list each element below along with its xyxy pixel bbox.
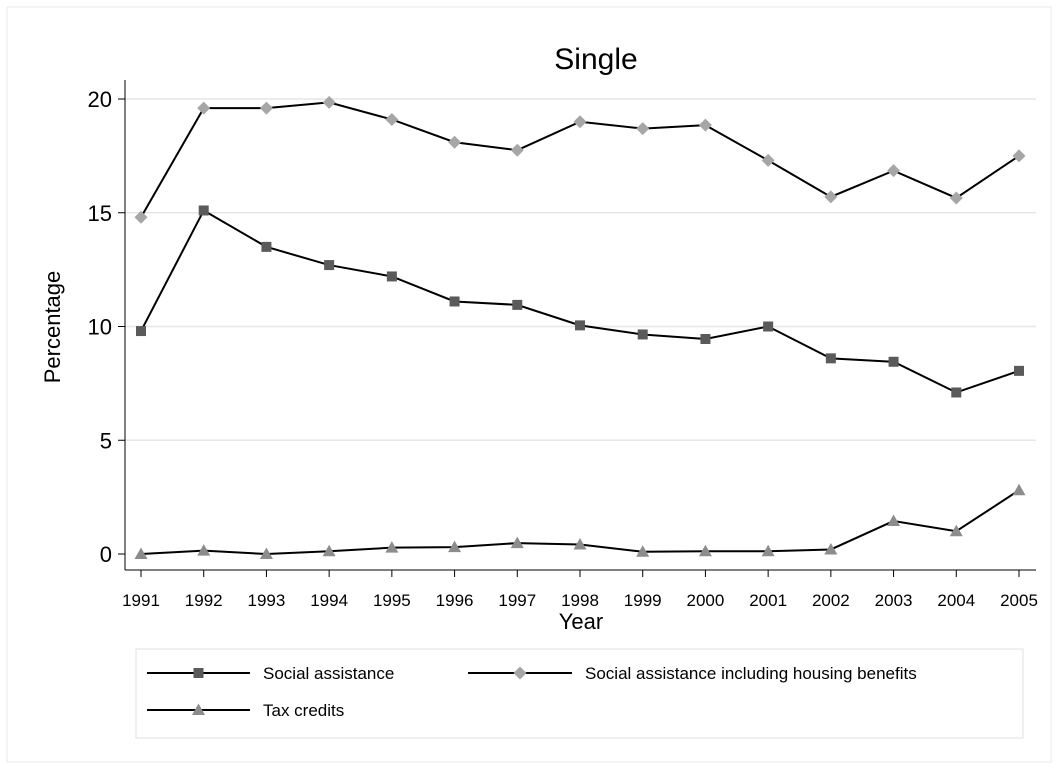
- y-tick-label: 15: [88, 201, 112, 226]
- axes: 0 5 10 15 20 1991 1992 1993 1994 1995 1996 1997 1998…: [88, 80, 1038, 610]
- data-point-square: [449, 296, 460, 307]
- data-point-triangle: [636, 545, 650, 557]
- data-point-square: [1014, 365, 1024, 376]
- data-point-triangle: [448, 540, 462, 553]
- legend-marker-diamond: [513, 666, 527, 680]
- data-point-diamond: [824, 190, 838, 204]
- data-point-square: [512, 299, 523, 310]
- data-point-diamond: [573, 115, 587, 129]
- x-tick-label: 2001: [749, 591, 787, 610]
- legend-marker-triangle: [192, 703, 205, 715]
- data-point-square: [888, 356, 899, 367]
- legend-marker-square: [193, 668, 204, 678]
- data-point-diamond: [448, 135, 462, 149]
- x-tick-label: 1994: [310, 591, 348, 610]
- data-point-triangle: [573, 537, 587, 550]
- series-markers: [134, 95, 1026, 559]
- data-point-square: [261, 241, 272, 252]
- data-point-triangle: [887, 514, 901, 527]
- data-point-diamond: [636, 122, 650, 136]
- data-point-triangle: [510, 536, 524, 549]
- legend-label: Social assistance including housing bene…: [585, 664, 917, 683]
- data-point-diamond: [385, 112, 399, 126]
- data-point-triangle: [322, 544, 336, 557]
- data-point-diamond: [698, 118, 712, 132]
- data-point-square: [198, 205, 209, 216]
- x-tick-label: 1991: [122, 591, 160, 610]
- data-point-triangle: [259, 547, 273, 559]
- data-point-triangle: [698, 544, 712, 557]
- data-point-triangle: [761, 544, 775, 557]
- x-tick-label: 1998: [561, 591, 599, 610]
- y-axis-title: Percentage: [40, 271, 65, 384]
- y-tick-label: 20: [88, 87, 112, 112]
- data-point-triangle: [949, 524, 963, 537]
- x-tick-label: 1999: [624, 591, 662, 610]
- data-point-square: [637, 329, 648, 340]
- legend: Social assistance Social assistance inclu…: [135, 648, 1024, 739]
- data-point-square: [951, 387, 962, 398]
- y-tick-label: 0: [100, 542, 112, 567]
- data-point-diamond: [761, 153, 775, 167]
- chart-frame: [6, 6, 1052, 763]
- data-point-square: [324, 260, 335, 271]
- x-tick-label: 2004: [937, 591, 975, 610]
- y-tick-label: 5: [100, 428, 112, 453]
- data-point-triangle: [197, 544, 211, 556]
- x-tick-label: 2000: [687, 591, 725, 610]
- x-tick-label: 1997: [498, 591, 536, 610]
- data-point-diamond: [949, 191, 963, 205]
- legend-label: Social assistance: [263, 664, 394, 683]
- chart-title: Single: [554, 43, 637, 76]
- data-point-triangle: [1012, 483, 1026, 496]
- x-tick-label: 1995: [373, 591, 411, 610]
- data-point-triangle: [134, 547, 148, 559]
- y-tick-label: 10: [88, 315, 112, 340]
- data-point-square: [825, 353, 836, 364]
- x-axis-title: Year: [559, 609, 603, 634]
- data-point-diamond: [197, 101, 211, 115]
- x-tick-label: 1996: [436, 591, 474, 610]
- data-point-diamond: [887, 164, 901, 178]
- data-point-square: [386, 271, 397, 282]
- data-point-square: [575, 320, 585, 331]
- data-point-diamond: [322, 95, 336, 109]
- data-point-diamond: [134, 210, 148, 224]
- x-tick-label: 2003: [875, 591, 913, 610]
- data-point-square: [136, 326, 146, 337]
- data-point-triangle: [824, 542, 838, 555]
- data-point-diamond: [510, 143, 524, 157]
- data-point-square: [763, 321, 774, 332]
- legend-box: [135, 648, 1024, 739]
- data-point-diamond: [1012, 149, 1026, 163]
- legend-label: Tax credits: [263, 701, 344, 720]
- x-tick-label: 1993: [248, 591, 286, 610]
- data-point-square: [700, 334, 711, 345]
- x-tick-label: 1992: [185, 591, 223, 610]
- x-tick-label: 2002: [812, 591, 850, 610]
- x-tick-label: 2005: [1000, 591, 1038, 610]
- data-point-triangle: [385, 541, 399, 553]
- data-point-diamond: [259, 101, 273, 115]
